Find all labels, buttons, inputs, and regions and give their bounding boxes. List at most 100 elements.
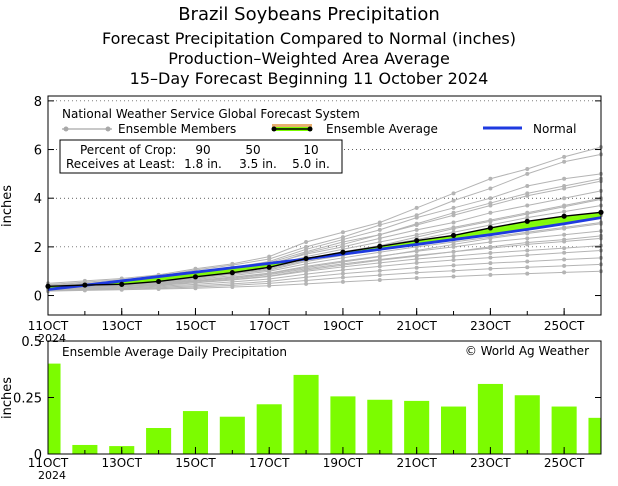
ensemble-member-point [562,204,567,209]
ensemble-member-line [47,250,602,291]
crop-table-amount-50: 3.5 in. [239,157,277,171]
ensemble-member-point [414,227,419,232]
ensemble-member-point [414,215,419,220]
daily-bar-26 [588,417,601,454]
ensemble-member-point [451,242,456,247]
top-x-tick-label-19OCT: 19OCT [323,319,364,333]
ensemble-member-point [377,264,382,269]
ensemble-member-point [451,258,456,263]
top-y-tick-label-6: 6 [34,144,42,159]
bottom-x-tick-label-21OCT: 21OCT [396,456,437,470]
crop-table-percent-90: 90 [195,143,210,157]
ensemble-member-point [414,205,419,210]
top-x-year-label: 2024 [38,332,66,345]
ensemble-member-point [488,244,493,249]
ensemble-member-point [451,198,456,203]
ensemble-member-point [562,246,567,251]
daily-bar-14 [146,428,172,454]
ensemble-member-point [488,210,493,215]
credit-text: © World Ag Weather [465,344,589,358]
ensemble-member-point [562,257,567,262]
ensemble-member-point [451,205,456,210]
ensemble-member-point [304,267,309,272]
ensemble-member-point [525,248,530,253]
ensemble-member-point [488,176,493,181]
crop-table-amount-label: Receives at Least: [66,157,175,171]
ensemble-member-line [47,270,602,292]
ensemble-member-point [304,240,309,244]
bottom-x-tick-label-11OCT: 11OCT [28,456,69,470]
bottom-chart-title: Ensemble Average Daily Precipitation [62,345,287,359]
bottom-x-tick-label-17OCT: 17OCT [249,456,290,470]
ensemble-member-point [488,196,493,201]
chart-subtitle: Forecast Precipitation Compared to Norma… [101,29,516,48]
ensemble-member-point [340,259,345,264]
top-x-tick-label-13OCT: 13OCT [102,319,143,333]
ensemble-average-point [487,225,493,231]
ensemble-average-point [266,264,272,270]
ensemble-average-point [524,218,530,224]
bottom-y-tick-label-0.5: 0.5 [21,335,42,350]
top-x-tick-label-23OCT: 23OCT [470,319,511,333]
ensemble-member-point [414,254,419,259]
ensemble-member-point [340,279,345,284]
ensemble-member-point [377,277,382,282]
bottom-y-axis-label: inches [0,377,15,419]
ensemble-member-point [414,235,419,240]
ensemble-member-point [377,227,382,232]
ensemble-member-line [47,190,602,286]
ensemble-member-point [377,254,382,259]
legend-members-dot-right [105,126,111,132]
top-y-tick-label-8: 8 [34,95,42,110]
ensemble-member-point [525,271,530,276]
ensemble-average-point [119,281,125,287]
ensemble-member-point [488,240,493,244]
daily-bar-17 [256,404,282,454]
daily-bar-11 [48,363,61,454]
ensemble-member-point [488,201,493,206]
ensemble-member-point [451,263,456,268]
ensemble-member-point [525,184,530,189]
ensemble-average-line [47,211,602,287]
ensemble-member-point [451,274,456,279]
top-plot-frame [47,95,602,316]
ensemble-average-point [414,237,420,244]
crop-percent-table: Percent of Crop: Receives at Least: 90 5… [59,139,343,174]
ensemble-average-point [340,249,346,255]
bottom-x-tick-label-19OCT: 19OCT [323,456,364,470]
daily-bar-20 [367,399,393,454]
daily-bar-22 [440,406,467,454]
ensemble-average-point [561,213,567,219]
ensemble-average-point [377,243,383,249]
legend-average-dot-left [271,126,277,132]
ensemble-member-point [525,215,530,220]
ensemble-member-point [562,237,567,242]
ensemble-member-line [47,205,602,288]
ensemble-member-point [488,261,493,266]
bottom-x-year-label: 2024 [38,469,66,482]
daily-bar-12 [72,444,98,454]
legend-normal: Normal [483,122,576,136]
top-x-tick-label-21OCT: 21OCT [396,319,437,333]
ensemble-member-point [451,191,456,196]
ensemble-member-line [47,263,602,292]
ensemble-member-point [377,232,382,237]
ensemble-member-point [230,285,235,290]
ensemble-member-point [525,265,530,270]
ensemble-member-point [377,268,382,273]
daily-bar-15 [182,411,209,454]
ensemble-member-point [562,159,567,164]
bottom-x-tick-label-25OCT: 25OCT [544,456,585,470]
chart-subtitle-area: Production–Weighted Area Average [168,49,450,68]
ensemble-member-point [340,255,345,260]
ensemble-member-point [525,203,530,208]
ensemble-member-point [562,263,567,268]
ensemble-average-point [450,232,457,239]
legend-members-dot-left [63,126,69,132]
ensemble-member-point [562,154,567,159]
ensemble-member-point [267,274,272,279]
legend-normal-label: Normal [533,122,576,136]
ensemble-member-point [193,280,198,285]
